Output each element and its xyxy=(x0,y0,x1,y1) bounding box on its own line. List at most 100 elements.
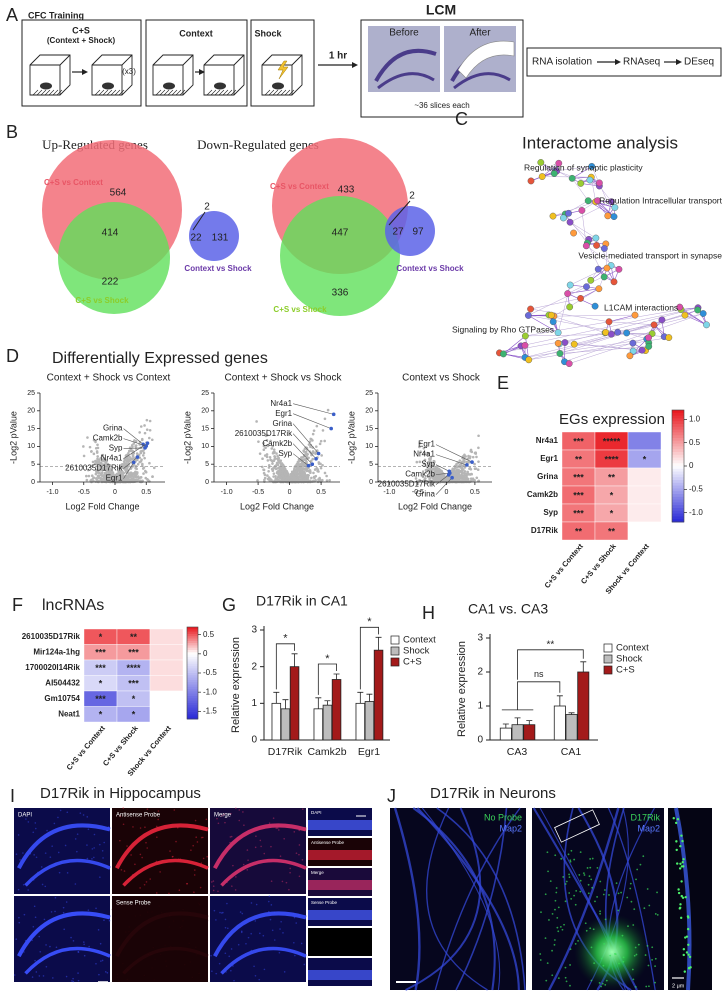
background-point xyxy=(300,477,303,480)
significance: ns xyxy=(534,669,544,679)
network-node xyxy=(567,219,573,225)
puncta xyxy=(687,915,689,917)
colorbar-step xyxy=(187,655,198,658)
background-point xyxy=(143,466,146,469)
background-point xyxy=(266,453,269,456)
cell-speck xyxy=(188,943,190,945)
background-point xyxy=(311,439,314,442)
colorbar-step xyxy=(187,703,198,706)
bar xyxy=(365,702,374,741)
background-point xyxy=(312,472,315,475)
puncta xyxy=(547,962,549,964)
cell-speck xyxy=(268,911,270,913)
legend-swatch xyxy=(604,644,612,652)
puncta xyxy=(675,840,677,842)
cell-speck xyxy=(78,980,80,982)
colorbar-label: 0.5 xyxy=(203,630,215,639)
cell-speck xyxy=(39,975,41,977)
cell-speck xyxy=(173,899,175,901)
background-point xyxy=(132,455,135,458)
cell-speck xyxy=(264,969,266,971)
y-tick-label: 25 xyxy=(27,390,35,397)
term-label: Signaling by Rho GTPases xyxy=(452,324,554,334)
y-tick-label: 1 xyxy=(477,701,483,712)
cell-speck xyxy=(227,878,229,880)
puncta xyxy=(540,911,542,913)
background-point xyxy=(257,440,260,443)
puncta xyxy=(647,888,649,890)
cell-speck xyxy=(219,912,221,914)
cell-speck xyxy=(238,944,240,946)
puncta xyxy=(677,818,679,820)
cell-speck xyxy=(67,872,69,874)
cell-speck xyxy=(140,854,142,856)
y-tick-label: 3 xyxy=(477,633,483,644)
colorbar-step xyxy=(187,680,198,683)
puncta xyxy=(656,892,658,894)
error-bar xyxy=(515,718,521,725)
y-tick-label: 0 xyxy=(31,479,35,486)
background-point xyxy=(279,459,282,462)
background-point xyxy=(151,475,154,478)
cell-speck xyxy=(195,947,197,949)
cell-speck xyxy=(117,974,119,976)
cell-speck xyxy=(301,943,303,945)
network-node xyxy=(588,277,594,283)
cell-speck xyxy=(61,828,63,830)
cell-speck xyxy=(77,833,79,835)
background-point xyxy=(475,467,478,470)
leader-line xyxy=(293,414,331,429)
background-point xyxy=(96,444,99,447)
background-point xyxy=(470,473,473,476)
puncta xyxy=(673,817,675,819)
colorbar-step xyxy=(187,645,198,648)
cell-speck xyxy=(190,849,192,851)
heat-cell xyxy=(628,468,661,486)
puncta xyxy=(680,917,682,919)
background-point xyxy=(133,439,136,442)
cell-speck xyxy=(24,914,26,916)
puncta xyxy=(558,906,560,908)
inset-label: Merge xyxy=(311,870,324,875)
heat-cell xyxy=(150,676,183,692)
error-bar xyxy=(292,654,298,667)
colorbar-step xyxy=(672,491,684,494)
cell-speck xyxy=(225,971,227,973)
panel-title: D17Rik in Neurons xyxy=(430,785,556,802)
x-tick-label: -0.5 xyxy=(252,489,264,496)
colorbar-step xyxy=(187,698,198,701)
cell-speck xyxy=(205,974,207,976)
cell-speck xyxy=(34,822,36,824)
colorbar-step xyxy=(187,712,198,715)
panel-label: G xyxy=(222,595,236,615)
cell-speck xyxy=(203,858,205,860)
colorbar-step xyxy=(672,483,684,486)
significance: ** xyxy=(130,632,138,642)
cell-speck xyxy=(60,810,62,812)
colorbar-step xyxy=(187,664,198,667)
cell-speck xyxy=(200,979,202,981)
cell-speck xyxy=(206,941,208,943)
gene-label: Grina xyxy=(273,419,293,428)
error-bar xyxy=(324,701,330,705)
puncta xyxy=(655,958,657,960)
y-tick-label: 0 xyxy=(369,479,373,486)
cell-speck xyxy=(130,854,132,856)
cell-speck xyxy=(269,895,271,897)
network-node xyxy=(593,235,599,241)
cell-speck xyxy=(231,836,233,838)
cell-speck xyxy=(168,893,170,895)
background-point xyxy=(463,454,466,457)
background-point xyxy=(309,469,312,472)
x-tick-label: -1.0 xyxy=(221,489,233,496)
cell-speck xyxy=(75,883,77,885)
cell-speck xyxy=(243,824,245,826)
cell-speck xyxy=(270,846,272,848)
background-point xyxy=(127,480,130,483)
inset-label: Sense Probe xyxy=(311,900,338,905)
puncta xyxy=(548,919,550,921)
cell-speck xyxy=(161,912,163,914)
puncta xyxy=(554,854,556,856)
background-point xyxy=(315,445,318,448)
cell-speck xyxy=(289,868,291,870)
